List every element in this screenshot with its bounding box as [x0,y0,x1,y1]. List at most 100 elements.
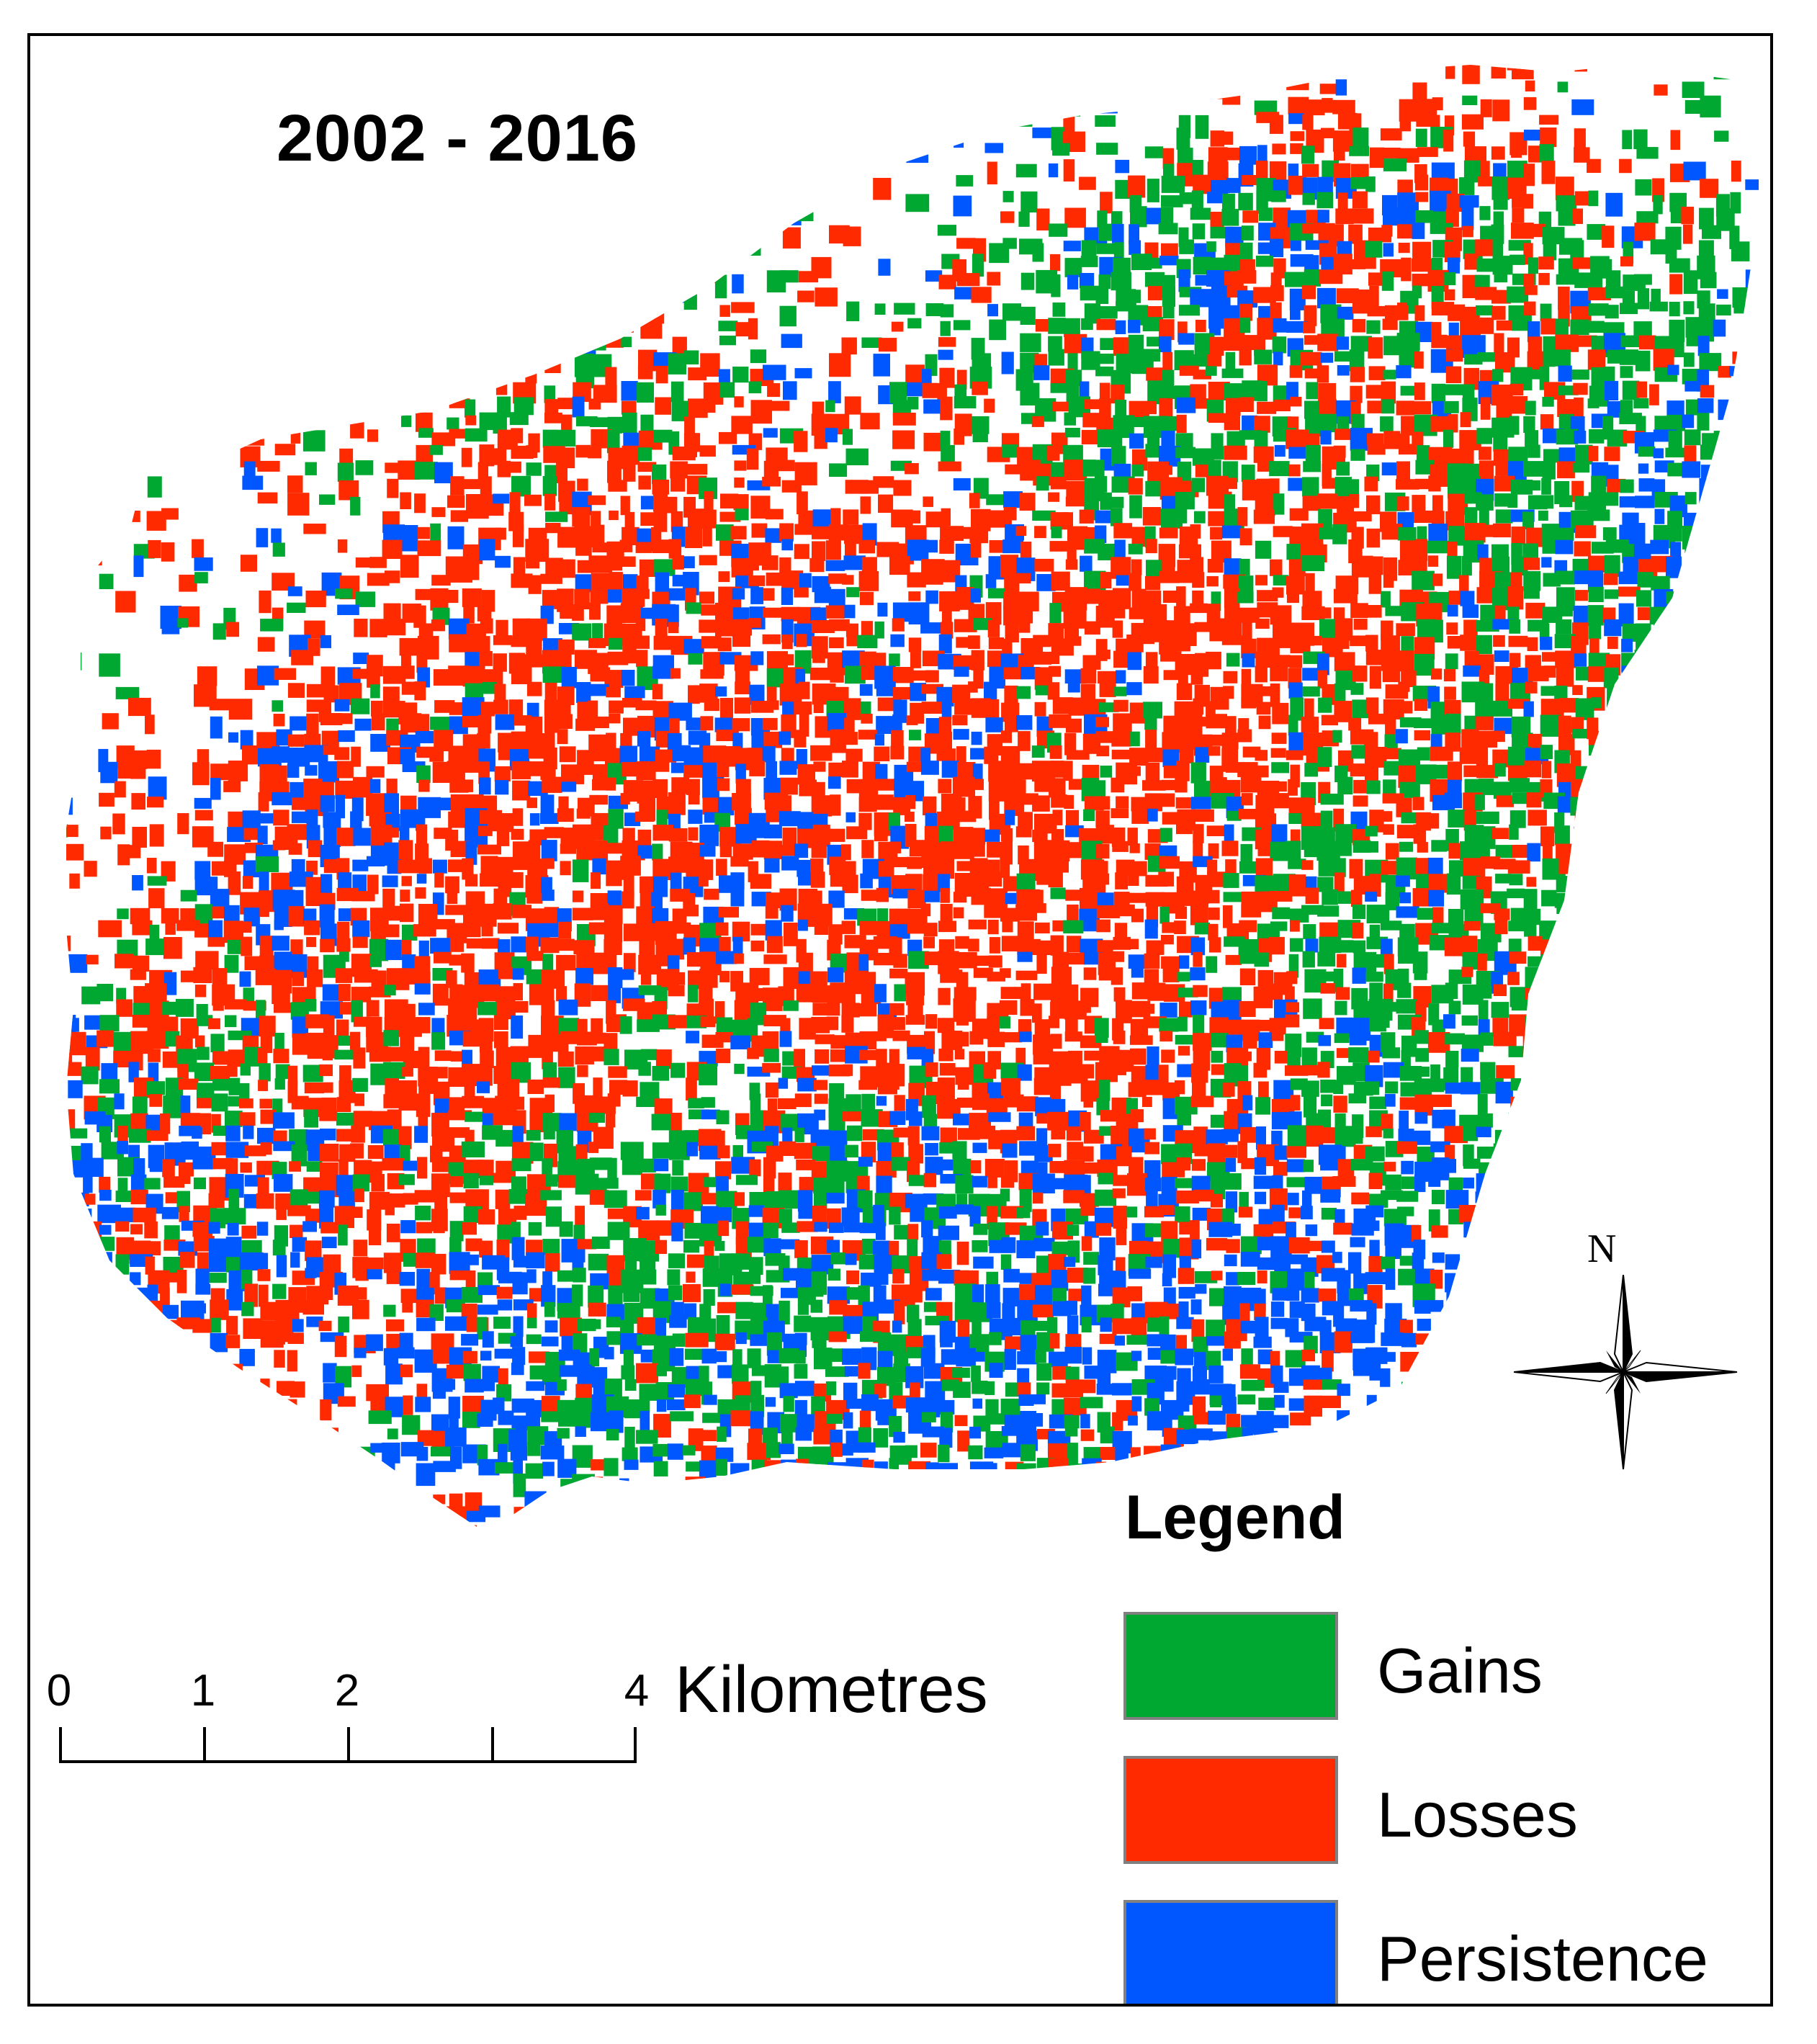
raster-cell [1257,401,1277,414]
raster-cell [604,1049,619,1065]
raster-cell [303,258,315,281]
raster-cell [1762,953,1770,974]
raster-cell [1272,587,1284,598]
raster-cell [734,460,747,471]
raster-cell [1113,713,1132,734]
raster-cell [323,224,346,236]
raster-cell [937,1077,955,1101]
raster-cell [1288,464,1301,477]
raster-cell [701,259,722,277]
raster-cell [161,302,174,325]
raster-cell [1397,496,1409,511]
raster-cell [1210,526,1222,540]
raster-cell [1636,590,1651,607]
raster-cell [497,923,519,934]
raster-cell [1539,144,1554,163]
raster-cell [1540,939,1558,960]
raster-cell [1239,968,1256,985]
raster-cell [733,953,744,964]
raster-cell [556,322,573,335]
raster-cell [1397,224,1417,239]
raster-cell [149,1094,163,1107]
raster-cell [762,717,778,730]
raster-cell [874,828,888,842]
raster-cell [382,539,403,559]
raster-cell [352,227,373,243]
raster-cell [1116,670,1126,683]
raster-cell [290,889,304,907]
raster-cell [1479,317,1494,334]
raster-cell [556,462,567,483]
raster-cell [1304,368,1319,379]
raster-cell [1730,397,1753,411]
raster-cell [1396,461,1410,481]
raster-cell [954,1049,965,1059]
raster-cell [434,49,453,64]
raster-cell [1446,622,1458,635]
raster-cell [1634,749,1655,766]
raster-cell [1332,730,1342,743]
raster-cell [592,716,609,728]
raster-cell [730,887,745,907]
raster-cell [718,571,730,583]
raster-cell [715,1032,733,1043]
raster-cell [1048,318,1066,334]
raster-cell [1206,956,1218,973]
raster-cell [1128,290,1141,303]
raster-cell [1144,81,1155,94]
raster-cell [750,1093,761,1111]
raster-cell [1224,558,1242,577]
raster-cell [113,225,132,246]
raster-cell [1049,1016,1059,1028]
raster-cell [656,810,668,826]
raster-cell [447,495,465,508]
raster-cell [830,1035,846,1049]
raster-cell [718,907,739,918]
raster-cell [558,1067,575,1088]
raster-cell [859,683,873,696]
raster-cell [1651,288,1661,306]
raster-cell [1541,761,1552,779]
raster-cell [973,779,984,790]
raster-cell [1353,619,1368,630]
raster-cell [415,731,434,743]
raster-cell [449,301,467,325]
raster-cell [605,65,622,73]
raster-cell [640,68,658,91]
raster-cell [351,381,366,397]
raster-cell [653,510,668,532]
raster-cell [1666,971,1682,990]
raster-cell [400,65,422,67]
raster-cell [1699,353,1722,372]
raster-cell [905,364,925,385]
raster-cell [1713,319,1726,337]
raster-cell [1381,591,1391,608]
raster-cell [1508,396,1527,414]
raster-cell [688,793,700,804]
raster-cell [1336,635,1350,650]
raster-cell [1682,461,1701,478]
raster-cell [1067,952,1085,965]
raster-cell [1732,351,1756,364]
raster-cell [748,575,766,586]
raster-cell [259,382,271,407]
raster-cell [1417,842,1428,853]
raster-cell [1290,131,1305,141]
raster-cell [638,475,651,490]
raster-cell [1702,508,1713,524]
raster-cell [1131,465,1144,477]
raster-cell [544,714,560,733]
raster-cell [1604,619,1622,637]
raster-cell [780,777,798,795]
raster-cell [1175,776,1188,793]
raster-cell [1541,557,1552,568]
raster-cell [858,1003,877,1017]
raster-cell [509,492,521,516]
raster-cell [830,668,844,683]
raster-cell [1649,781,1660,801]
raster-cell [226,622,240,637]
raster-cell [606,429,620,454]
raster-cell [687,209,704,223]
raster-cell [843,509,859,525]
raster-cell [1381,652,1399,671]
